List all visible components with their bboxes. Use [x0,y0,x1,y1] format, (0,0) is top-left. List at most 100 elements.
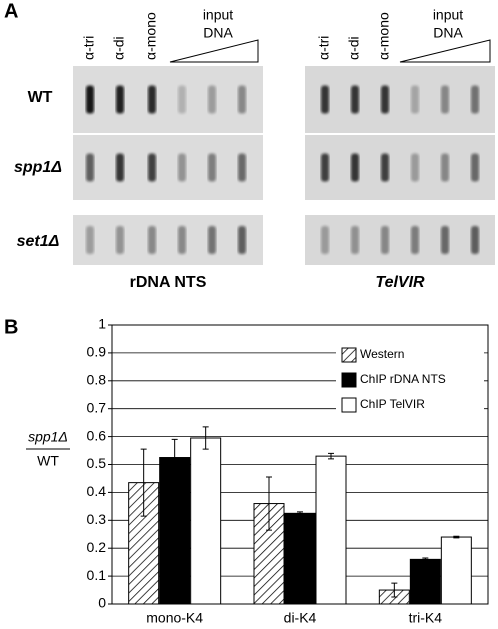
band [238,85,246,114]
input-label: DNA [433,25,463,41]
bar [190,437,222,605]
error-bar-line [297,511,303,516]
band [238,153,246,182]
band [178,226,186,254]
band [471,153,479,182]
input-label: input [203,7,233,23]
band [208,226,216,254]
column-label: α-tri [316,36,332,60]
column-label: α-mono [143,12,159,60]
y-axis-label: spp1Δ [28,429,68,445]
legend-swatch [341,372,357,388]
input-label: input [433,7,463,23]
x-tick-label: di-K4 [284,610,317,626]
band [351,153,359,182]
band [411,85,419,114]
y-tick-label: 0.5 [87,455,107,471]
error-bar-line [266,476,272,531]
band [116,85,124,114]
x-tick-label: tri-K4 [409,610,443,626]
y-tick-label: 0.7 [87,399,107,415]
error-bar [171,438,178,477]
bar [284,512,316,605]
error-bar [202,426,209,450]
legend-swatch [341,347,357,363]
legend-swatch [341,397,357,413]
blot [305,66,495,133]
error-bar [328,452,334,460]
bar [315,455,347,605]
column-label: α-tri [81,36,97,60]
error-bar [297,511,303,516]
legend-label: ChIP TelVIR [360,397,425,411]
y-tick-label: 0.3 [87,511,107,527]
error-bar-line [422,557,429,562]
bar [409,558,441,605]
band [441,153,449,182]
column-label: α-mono [376,12,392,60]
row-label: set1Δ [17,233,60,250]
blot [73,66,263,133]
band [208,153,216,182]
band [351,226,359,254]
y-tick-label: 0.4 [87,483,107,499]
gradient-triangle [169,39,259,63]
legend-label: ChIP rDNA NTS [360,372,446,386]
error-bar [422,557,429,562]
error-bar [453,535,460,539]
band [381,85,389,114]
band [321,153,329,182]
y-axis-label: WT [37,453,59,469]
band [381,226,389,254]
error-bar-line [328,452,334,460]
panel-label: B [4,316,18,338]
y-tick-label: 0.6 [87,427,107,443]
y-tick-label: 0.8 [87,372,107,388]
error-bar-line [140,448,147,517]
error-bar-line [202,426,209,450]
band [208,85,216,114]
error-bar-line [391,582,398,598]
blot [305,135,495,200]
blot [73,215,263,265]
error-bar-line [171,438,178,477]
panel-a: A input DNA input DNA WT spp1Δ set1Δ rDN… [4,0,495,291]
input-label: DNA [203,25,233,41]
band [148,85,156,114]
y-tick-label: 0.1 [87,567,107,583]
band [148,226,156,254]
column-label: α-di [111,36,127,60]
band [411,153,419,182]
legend-box [336,340,484,420]
band [441,226,449,254]
band [471,85,479,114]
band [321,85,329,114]
band [148,153,156,182]
band [86,85,94,114]
blot-caption: TelVIR [375,274,425,291]
band [116,153,124,182]
error-bar [391,582,398,598]
band [441,85,449,114]
band [471,226,479,254]
bar [159,457,191,605]
band [411,226,419,254]
band [381,153,389,182]
error-bar-line [453,535,460,539]
y-tick-label: 1 [98,316,106,332]
y-tick-label: 0 [98,595,106,611]
y-tick-label: 0.9 [87,344,107,360]
gradient-triangle [399,39,491,63]
band [351,85,359,114]
band [238,226,246,254]
legend-label: Western [360,347,404,361]
blot-caption: rDNA NTS [130,274,207,291]
y-tick-label: 0.2 [87,539,107,555]
column-label: α-di [346,36,362,60]
panel-label: A [4,0,18,22]
error-bar [266,476,272,531]
blot [73,135,263,200]
bar [440,536,472,605]
